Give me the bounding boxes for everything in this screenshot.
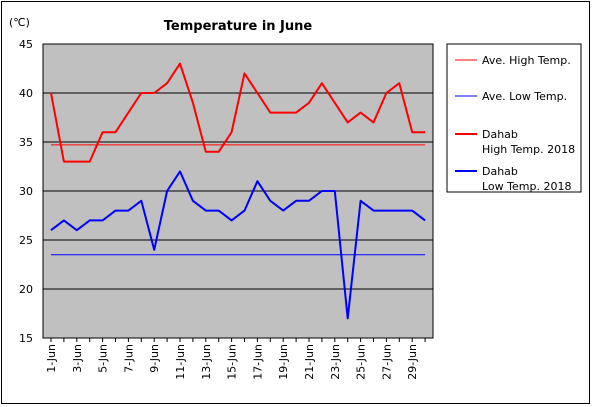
- x-tick-label: 15-Jun: [226, 344, 239, 380]
- legend-label: Low Temp. 2018: [482, 180, 571, 193]
- x-tick-label: 5-Jun: [97, 344, 110, 373]
- x-tick-label: 21-Jun: [303, 344, 316, 380]
- y-tick-label: 15: [19, 332, 33, 345]
- legend-label: High Temp. 2018: [482, 143, 575, 156]
- x-tick-label: 23-Jun: [329, 344, 342, 380]
- y-tick-label: 25: [19, 234, 33, 247]
- y-tick-label: 40: [19, 87, 33, 100]
- y-unit-label: (℃): [9, 16, 30, 29]
- x-tick-label: 17-Jun: [251, 344, 264, 380]
- x-tick-label: 27-Jun: [380, 344, 393, 380]
- x-tick-label: 9-Jun: [148, 344, 161, 373]
- series-line-3: [50, 170, 426, 320]
- x-tick-label: 7-Jun: [122, 344, 135, 373]
- y-tick-label: 30: [19, 185, 33, 198]
- x-tick-label: 1-Jun: [45, 344, 58, 373]
- x-tick-label: 11-Jun: [174, 344, 187, 380]
- series-line-2: [50, 62, 426, 163]
- x-tick-label: 25-Jun: [355, 344, 368, 380]
- y-tick-label: 35: [19, 136, 33, 149]
- x-tick-label: 13-Jun: [200, 344, 213, 380]
- x-tick-label: 3-Jun: [71, 344, 84, 373]
- legend-label: Dahab: [482, 165, 518, 178]
- legend-label: Ave. Low Temp.: [482, 90, 567, 103]
- legend-box: [446, 43, 582, 193]
- x-tick-label: 19-Jun: [277, 344, 290, 380]
- x-tick-label: 29-Jun: [406, 344, 419, 380]
- y-tick-label: 45: [19, 38, 33, 51]
- y-tick-label: 20: [19, 283, 33, 296]
- chart-title: Temperature in June: [164, 19, 313, 34]
- legend-label: Ave. High Temp.: [482, 54, 571, 67]
- legend-label: Dahab: [482, 128, 518, 141]
